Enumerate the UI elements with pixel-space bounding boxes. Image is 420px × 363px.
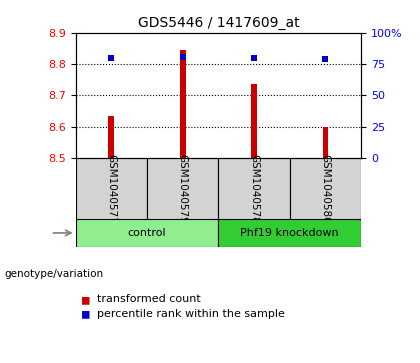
Bar (76, 219, 218, 247)
Text: percentile rank within the sample: percentile rank within the sample (97, 309, 284, 319)
Text: GSM1040577: GSM1040577 (106, 154, 116, 223)
Text: ■: ■ (82, 293, 89, 306)
Text: GSM1040579: GSM1040579 (178, 154, 188, 223)
Bar (218, 158, 290, 219)
Text: transformed count: transformed count (97, 294, 200, 305)
Bar (323, 127, 328, 158)
Text: ■: ■ (82, 307, 89, 321)
Bar (108, 115, 114, 158)
Bar (218, 219, 361, 247)
Text: GSM1040578: GSM1040578 (249, 154, 259, 223)
Bar (147, 158, 218, 219)
Text: GSM1040580: GSM1040580 (320, 154, 331, 223)
Text: genotype/variation: genotype/variation (4, 269, 103, 279)
Text: Phf19 knockdown: Phf19 knockdown (241, 228, 339, 238)
Bar (251, 84, 257, 158)
Title: GDS5446 / 1417609_at: GDS5446 / 1417609_at (138, 16, 299, 30)
Bar (180, 50, 186, 158)
Text: control: control (128, 228, 166, 238)
Bar (76, 158, 147, 219)
Bar (290, 158, 361, 219)
